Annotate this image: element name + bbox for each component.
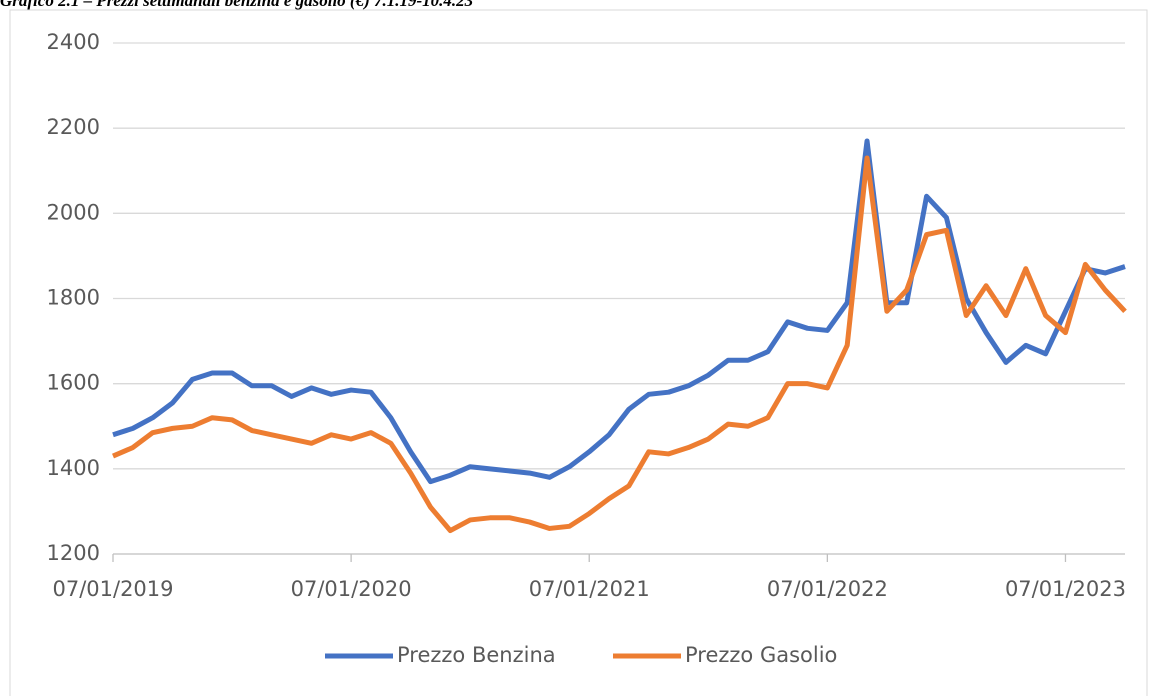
y-tick-label: 2400 <box>47 30 100 54</box>
y-tick-label: 1600 <box>47 371 100 395</box>
series-line <box>112 155 1127 534</box>
y-tick-label: 1400 <box>47 456 100 480</box>
y-tick-label: 2000 <box>47 200 100 224</box>
x-tick-label: 07/01/2021 <box>529 577 650 601</box>
x-tick-label: 07/01/2022 <box>767 577 888 601</box>
legend-label: Prezzo Benzina <box>397 643 556 667</box>
x-tick-label: 07/01/2019 <box>52 577 173 601</box>
y-tick-label: 1800 <box>47 286 100 310</box>
legend-label: Prezzo Gasolio <box>685 643 837 667</box>
series-line <box>112 138 1126 485</box>
x-tick-label: 07/01/2020 <box>291 577 412 601</box>
chart-border <box>9 9 1148 700</box>
x-tick-label: 07/01/2023 <box>1005 577 1126 601</box>
chart-title: Grafico 2.1 – Prezzi settimanali benzina… <box>0 0 474 10</box>
y-tick-label: 2200 <box>47 115 100 139</box>
y-tick-label: 1200 <box>47 541 100 565</box>
